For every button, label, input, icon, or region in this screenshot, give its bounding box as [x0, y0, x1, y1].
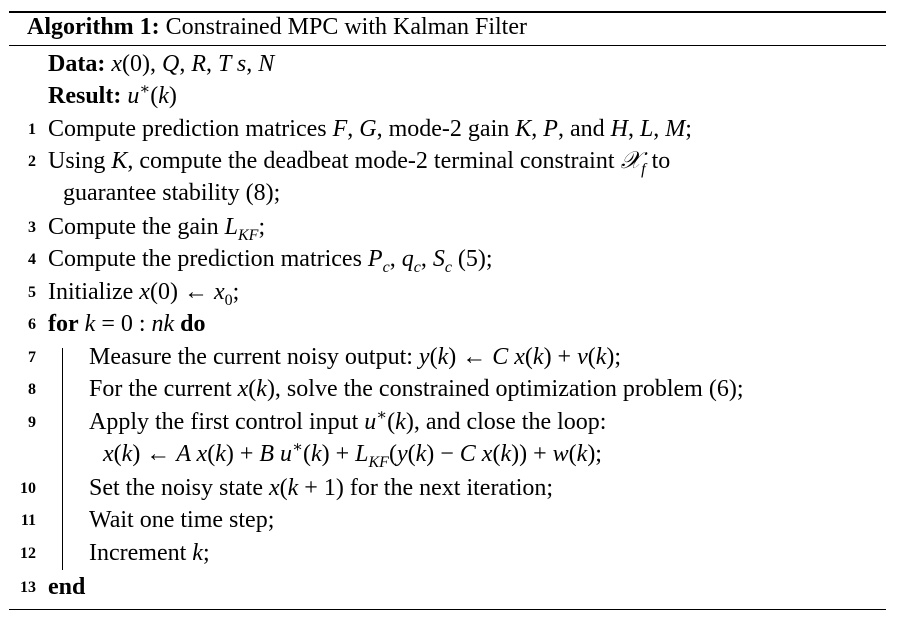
- line-number: 9: [28, 414, 36, 431]
- line-number: 13: [20, 579, 36, 596]
- caption-rule: [9, 45, 886, 46]
- data-label: Data:: [48, 51, 106, 77]
- line-content: Compute the prediction matrices Pc, qc, …: [48, 246, 493, 276]
- line-number: 2: [28, 153, 36, 170]
- line-content: Initialize x(0) ← x0;: [48, 279, 240, 309]
- line-number: 3: [28, 219, 36, 236]
- line-number: 4: [28, 251, 36, 268]
- line-content: Apply the first control input u∗(k), and…: [89, 407, 607, 435]
- line-content: Wait one time step;: [89, 507, 275, 533]
- line-content: x(k) ← A x(k) + B u∗(k) + LKF(y(k) − C x…: [103, 439, 602, 471]
- line-content: Measure the current noisy output: y(k) ←…: [89, 344, 622, 370]
- line-number: 1: [28, 121, 36, 138]
- data-content: Data: x(0), Q, R, T s, N: [48, 51, 275, 77]
- line-content: guarantee stability (8);: [63, 180, 281, 206]
- line-number: 8: [28, 381, 36, 398]
- line-number: 12: [20, 545, 36, 562]
- result-content: Result: u∗(k): [48, 81, 177, 109]
- algorithm-caption: Algorithm 1: Constrained MPC with Kalman…: [27, 12, 527, 42]
- line-content: for k = 0 : nk do: [48, 311, 206, 337]
- line-content: Compute the gain LKF;: [48, 214, 266, 244]
- caption-title: Constrained MPC with Kalman Filter: [165, 14, 527, 40]
- line-number: 10: [20, 480, 36, 497]
- result-label: Result:: [48, 83, 122, 109]
- top-rule: [9, 11, 886, 13]
- line-content: end: [48, 574, 86, 600]
- line-number: 6: [28, 316, 36, 333]
- line-number: 7: [28, 349, 36, 366]
- line-content: Set the noisy state x(k + 1) for the nex…: [89, 475, 554, 501]
- line-content: Using K, compute the deadbeat mode-2 ter…: [48, 148, 671, 178]
- line-content: For the current x(k), solve the constrai…: [89, 376, 744, 402]
- line-content: Compute prediction matrices F, G, mode-2…: [48, 116, 692, 142]
- caption-label: Algorithm 1:: [27, 14, 160, 40]
- bottom-rule: [9, 609, 886, 610]
- line-number: 11: [20, 512, 36, 529]
- line-number: 5: [28, 284, 36, 301]
- line-content: Increment k;: [89, 540, 210, 566]
- loop-body-bar: [62, 348, 63, 570]
